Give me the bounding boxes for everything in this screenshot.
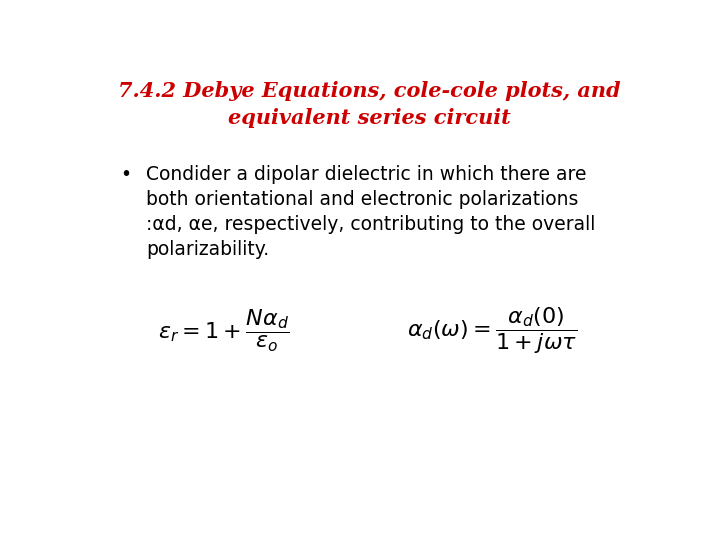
Text: 7.4.2 Debye Equations, cole-cole plots, and
equivalent series circuit: 7.4.2 Debye Equations, cole-cole plots, … xyxy=(117,82,621,128)
Text: •: • xyxy=(121,165,132,184)
Text: Condider a dipolar dielectric in which there are
both orientational and electron: Condider a dipolar dielectric in which t… xyxy=(145,165,595,259)
Text: $\alpha_d(\omega) = \dfrac{\alpha_d(0)}{1 + j\omega\tau}$: $\alpha_d(\omega) = \dfrac{\alpha_d(0)}{… xyxy=(407,306,577,356)
Text: $\varepsilon_r = 1 + \dfrac{N\alpha_d}{\varepsilon_o}$: $\varepsilon_r = 1 + \dfrac{N\alpha_d}{\… xyxy=(158,308,289,354)
